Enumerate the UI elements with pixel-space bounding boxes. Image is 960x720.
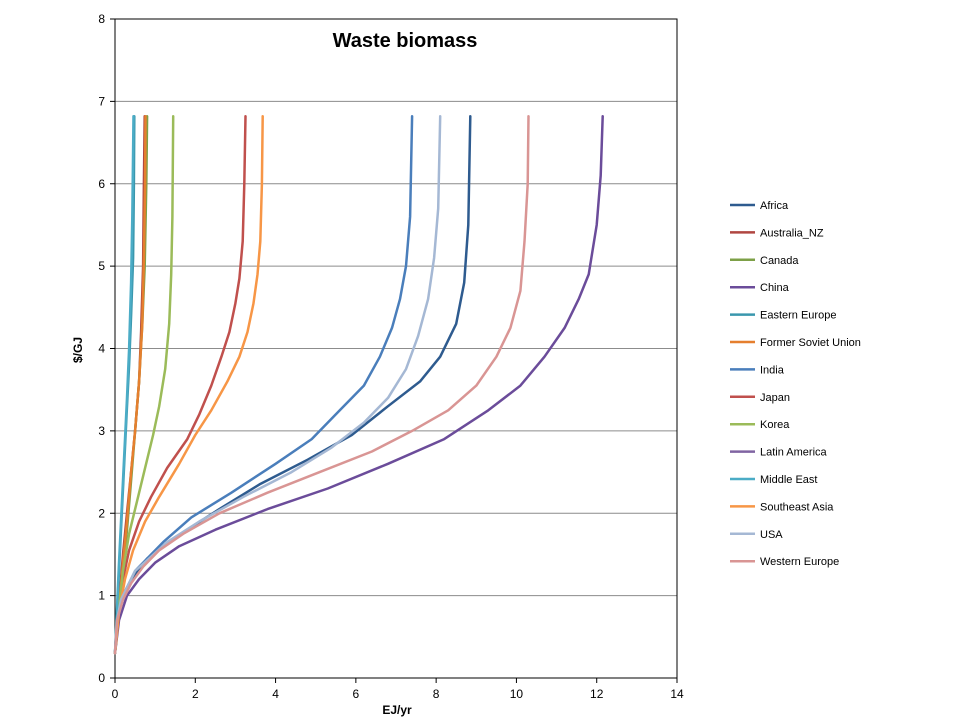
legend-label-india: India: [760, 364, 785, 376]
y-tick-label: 0: [98, 671, 105, 685]
y-tick-label: 8: [98, 12, 105, 26]
series-lines: [113, 114, 604, 655]
x-tick-label: 2: [192, 687, 199, 701]
series-line-southeast-asia: [113, 114, 264, 655]
legend-label-australia-nz: Australia_NZ: [760, 227, 824, 239]
series-line-china: [113, 114, 604, 655]
legend-label-former-soviet-union: Former Soviet Union: [760, 337, 861, 349]
series-line-middle-east: [113, 114, 135, 655]
x-tick-label: 8: [433, 687, 440, 701]
x-tick-label: 6: [353, 687, 360, 701]
x-axis-ticks: 0 2 4 6 8 10 12 14: [112, 678, 684, 701]
x-tick-label: 4: [272, 687, 279, 701]
legend-label-middle-east: Middle East: [760, 474, 817, 486]
x-tick-label: 12: [590, 687, 604, 701]
legend-label-canada: Canada: [760, 255, 799, 267]
legend-label-southeast-asia: Southeast Asia: [760, 501, 834, 513]
x-tick-label: 10: [510, 687, 524, 701]
gridlines: [115, 100, 677, 597]
y-tick-label: 1: [98, 589, 105, 603]
x-tick-label: 14: [670, 687, 684, 701]
x-axis-label: EJ/yr: [382, 703, 412, 717]
legend-label-eastern-europe: Eastern Europe: [760, 310, 836, 322]
series-line-western-europe: [113, 114, 530, 655]
series-line-usa: [113, 114, 442, 655]
y-axis-label: $/GJ: [71, 337, 85, 363]
series-line-korea: [113, 114, 175, 655]
y-tick-label: 5: [98, 259, 105, 273]
y-tick-label: 4: [98, 342, 105, 356]
legend-label-latin-america: Latin America: [760, 447, 828, 459]
legend-label-usa: USA: [760, 529, 783, 541]
y-tick-label: 7: [98, 94, 105, 108]
y-tick-label: 3: [98, 424, 105, 438]
x-tick-label: 0: [112, 687, 119, 701]
chart-title: Waste biomass: [333, 30, 478, 52]
legend-label-japan: Japan: [760, 392, 790, 404]
y-tick-label: 6: [98, 177, 105, 191]
legend-label-china: China: [760, 282, 790, 294]
y-tick-label: 2: [98, 506, 105, 520]
legend-label-western-europe: Western Europe: [760, 556, 839, 568]
legend-label-korea: Korea: [760, 419, 790, 431]
legend: Africa Australia_NZ Canada China Eastern Eur…: [730, 200, 861, 568]
y-axis-ticks: 0 1 2 3 4 5 6 7 8: [98, 12, 115, 685]
legend-label-africa: Africa: [760, 200, 789, 212]
series-line-japan: [113, 114, 247, 655]
